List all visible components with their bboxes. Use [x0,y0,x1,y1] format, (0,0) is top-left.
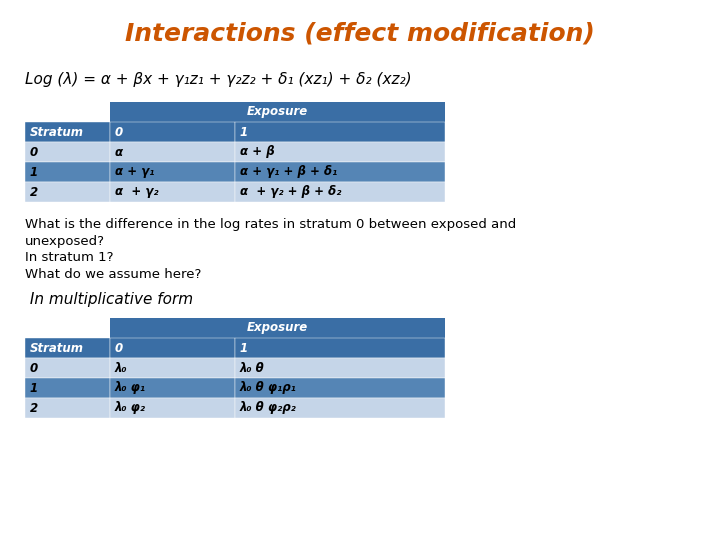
Bar [25,122,110,142]
Text: λ₀ φ₁: λ₀ φ₁ [115,381,146,395]
Text: λ₀ θ φ₂ρ₂: λ₀ θ φ₂ρ₂ [240,402,297,415]
Text: 1: 1 [30,165,38,179]
Text: λ₀ θ: λ₀ θ [240,361,265,375]
Bar [235,182,445,202]
Text: α: α [115,145,123,159]
Text: In stratum 1?: In stratum 1? [25,251,114,264]
Text: α  + γ₂: α + γ₂ [115,186,158,199]
Bar [110,398,235,418]
Text: λ₀ θ φ₁ρ₁: λ₀ θ φ₁ρ₁ [240,381,297,395]
Bar [25,338,110,358]
Text: 0: 0 [115,341,123,354]
Text: 2: 2 [30,186,38,199]
Text: In multiplicative form: In multiplicative form [25,292,193,307]
Bar [110,378,235,398]
Bar [235,142,445,162]
Bar [235,338,445,358]
Bar [110,102,445,122]
Bar [110,358,235,378]
Text: Stratum: Stratum [30,125,84,138]
Bar [25,142,110,162]
Text: α + β: α + β [240,145,274,159]
Bar [235,398,445,418]
Text: 1: 1 [30,381,38,395]
Bar [235,122,445,142]
Bar [110,338,235,358]
Text: 2: 2 [30,402,38,415]
Text: Log (λ) = α + βx + γ₁z₁ + γ₂z₂ + δ₁ (xz₁) + δ₂ (xz₂): Log (λ) = α + βx + γ₁z₁ + γ₂z₂ + δ₁ (xz₁… [25,72,412,87]
Text: α  + γ₂ + β + δ₂: α + γ₂ + β + δ₂ [240,186,341,199]
Bar [25,358,110,378]
Text: α + γ₁: α + γ₁ [115,165,154,179]
Text: λ₀ φ₂: λ₀ φ₂ [115,402,146,415]
Bar [25,398,110,418]
Bar [110,318,445,338]
Bar [25,162,110,182]
Text: unexposed?: unexposed? [25,234,105,247]
Text: What is the difference in the log rates in stratum 0 between exposed and: What is the difference in the log rates … [25,218,516,231]
Text: Interactions (effect modification): Interactions (effect modification) [125,22,595,46]
Text: 0: 0 [30,145,38,159]
Bar [110,122,235,142]
Text: 1: 1 [240,341,248,354]
Text: α + γ₁ + β + δ₁: α + γ₁ + β + δ₁ [240,165,337,179]
Text: 1: 1 [240,125,248,138]
Bar [110,142,235,162]
Bar [235,162,445,182]
Bar [235,378,445,398]
Text: 0: 0 [115,125,123,138]
Text: Stratum: Stratum [30,341,84,354]
Text: λ₀: λ₀ [115,361,127,375]
Text: 0: 0 [30,361,38,375]
Bar [235,358,445,378]
Text: What do we assume here?: What do we assume here? [25,267,202,280]
Bar [25,378,110,398]
Bar [25,182,110,202]
Text: Exposure: Exposure [247,105,308,118]
Bar [110,182,235,202]
Bar [110,162,235,182]
Text: Exposure: Exposure [247,321,308,334]
